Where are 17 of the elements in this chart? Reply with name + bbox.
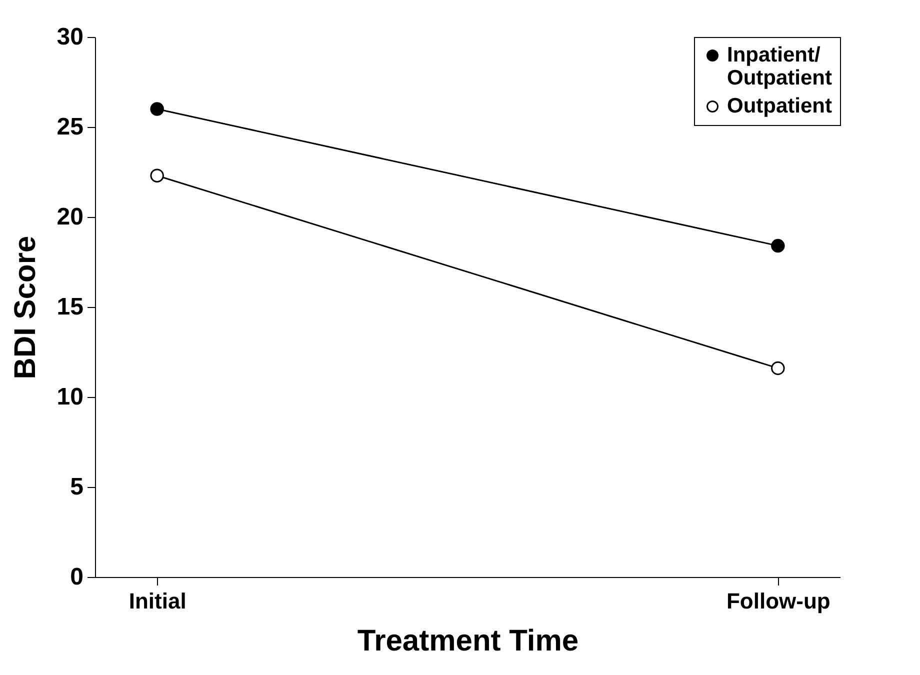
legend-label: Inpatient/Outpatient	[727, 44, 832, 90]
point	[150, 168, 164, 182]
point	[771, 361, 785, 376]
point	[150, 102, 164, 116]
y-tick-label: 15	[56, 294, 84, 320]
legend-label: Outpatient	[727, 94, 832, 118]
y-tick-label: 25	[56, 114, 84, 140]
y-tick-label: 20	[56, 204, 84, 230]
y-axis-title: BDI Score	[8, 236, 42, 380]
y-tick-label: 0	[70, 564, 84, 590]
y-tick-label: 10	[56, 384, 84, 410]
y-tick-label: 5	[70, 474, 84, 500]
y-tick-label: 30	[56, 24, 84, 50]
point	[771, 238, 785, 253]
x-tick-label: Initial	[128, 588, 186, 614]
x-axis-title: Treatment Time	[357, 624, 579, 658]
x-tick-label: Follow-up	[726, 588, 830, 614]
